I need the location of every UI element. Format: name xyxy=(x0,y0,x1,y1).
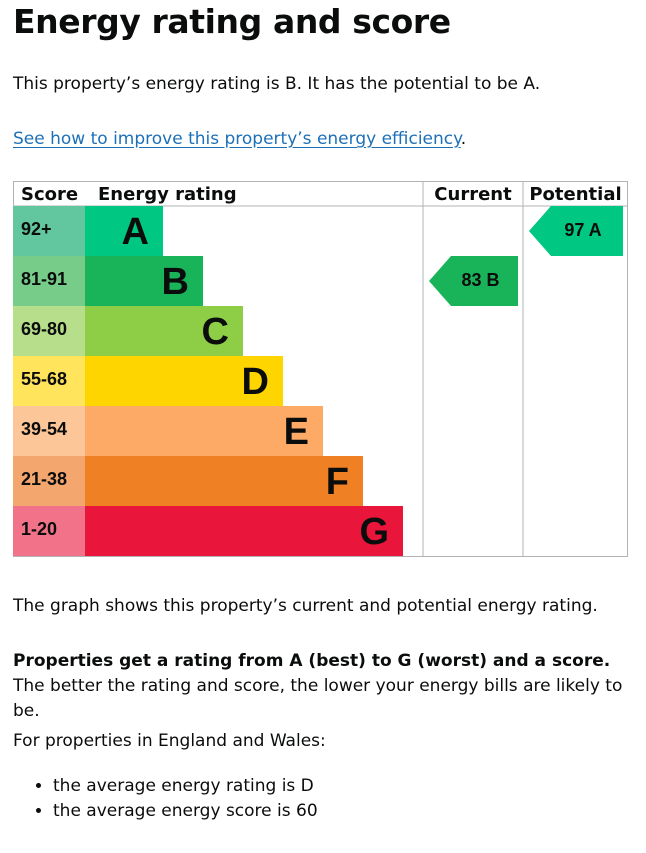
potential-rating-arrow xyxy=(529,206,623,256)
england-wales-intro: For properties in England and Wales: xyxy=(13,731,326,751)
score-cell-f xyxy=(13,456,85,506)
current-column-header: Current xyxy=(434,184,512,205)
rating-explanation-bold: Properties get a rating from A (best) to… xyxy=(13,651,611,671)
rating-letter-b: B xyxy=(162,261,189,303)
score-range-e: 39-54 xyxy=(21,419,67,439)
rating-bar-f xyxy=(85,456,363,506)
rating-letter-a: A xyxy=(122,211,149,253)
current-rating-arrow xyxy=(429,256,518,306)
score-cell-b xyxy=(13,256,85,306)
rating-letter-c: C xyxy=(202,311,229,353)
rating-letter-g: G xyxy=(359,511,389,553)
current-rating-label: 83 B xyxy=(461,270,499,290)
page: Energy rating and score This property’s … xyxy=(0,0,646,821)
rating-bar-c xyxy=(85,306,243,356)
score-range-f: 21-38 xyxy=(21,469,67,489)
rating-bar-g xyxy=(85,506,403,556)
rating-bar-d xyxy=(85,356,283,406)
rating-letter-e: E xyxy=(284,411,309,453)
average-list: the average energy rating is D the avera… xyxy=(13,774,646,824)
energy-rating-graph: Score Energy rating Current Potential 92+ A 81… xyxy=(13,181,628,557)
score-column-header: Score xyxy=(21,184,78,205)
average-score-item: the average energy score is 60 xyxy=(53,799,646,824)
score-cell-a xyxy=(13,206,85,256)
potential-column-header: Potential xyxy=(529,184,621,205)
energy-rating-column-header: Energy rating xyxy=(98,184,237,205)
score-cell-d xyxy=(13,356,85,406)
potential-rating-label: 97 A xyxy=(564,220,601,240)
score-range-g: 1-20 xyxy=(21,519,57,539)
rating-summary: This property’s energy rating is B. It h… xyxy=(13,74,541,94)
score-range-d: 55-68 xyxy=(21,369,67,389)
score-range-b: 81-91 xyxy=(21,269,67,289)
score-cell-e xyxy=(13,406,85,456)
score-cell-g xyxy=(13,506,85,556)
rating-bar-e xyxy=(85,406,323,456)
graph-caption: The graph shows this property’s current … xyxy=(13,596,598,616)
improve-efficiency-link[interactable]: See how to improve this property’s energ… xyxy=(13,129,461,149)
rating-letter-f: F xyxy=(326,461,349,503)
rating-bar-b xyxy=(85,256,203,306)
improve-paragraph: See how to improve this property’s energ… xyxy=(13,127,633,152)
page-title: Energy rating and score xyxy=(13,2,451,41)
rating-explanation: Properties get a rating from A (best) to… xyxy=(13,649,633,724)
rating-letter-d: D xyxy=(242,361,269,403)
score-range-a: 92+ xyxy=(21,219,52,239)
improve-link-suffix: . xyxy=(460,129,467,149)
score-cell-c xyxy=(13,306,85,356)
score-range-c: 69-80 xyxy=(21,319,67,339)
rating-bar-a xyxy=(85,206,163,256)
rating-explanation-rest: The better the rating and score, the low… xyxy=(13,676,623,721)
average-rating-item: the average energy rating is D xyxy=(53,774,646,799)
energy-rating-chart: Score Energy rating Current Potential 92+ A 81… xyxy=(13,181,628,557)
